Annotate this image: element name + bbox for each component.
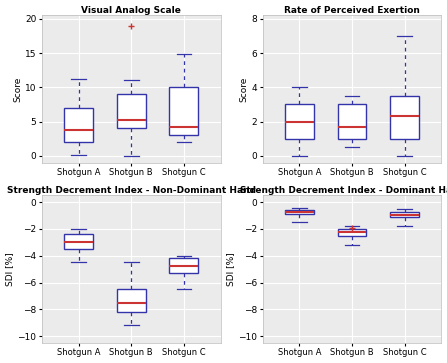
Y-axis label: Score: Score (240, 76, 249, 102)
PathPatch shape (390, 212, 419, 217)
PathPatch shape (117, 289, 146, 312)
Y-axis label: SDI [%]: SDI [%] (5, 252, 15, 286)
Title: Visual Analog Scale: Visual Analog Scale (81, 5, 181, 15)
PathPatch shape (285, 209, 314, 214)
PathPatch shape (64, 108, 93, 142)
PathPatch shape (117, 94, 146, 129)
PathPatch shape (390, 96, 419, 139)
Title: Strength Decrement Index - Non-Dominant Hand: Strength Decrement Index - Non-Dominant … (7, 185, 256, 195)
Title: Rate of Perceived Exertion: Rate of Perceived Exertion (284, 5, 420, 15)
PathPatch shape (337, 105, 367, 139)
Y-axis label: SDI [%]: SDI [%] (226, 252, 235, 286)
PathPatch shape (285, 105, 314, 139)
PathPatch shape (64, 234, 93, 249)
PathPatch shape (169, 87, 198, 135)
Title: Strength Decrement Index - Dominant Hand: Strength Decrement Index - Dominant Hand (240, 185, 447, 195)
PathPatch shape (337, 229, 367, 236)
Y-axis label: Score: Score (13, 76, 22, 102)
PathPatch shape (169, 258, 198, 273)
